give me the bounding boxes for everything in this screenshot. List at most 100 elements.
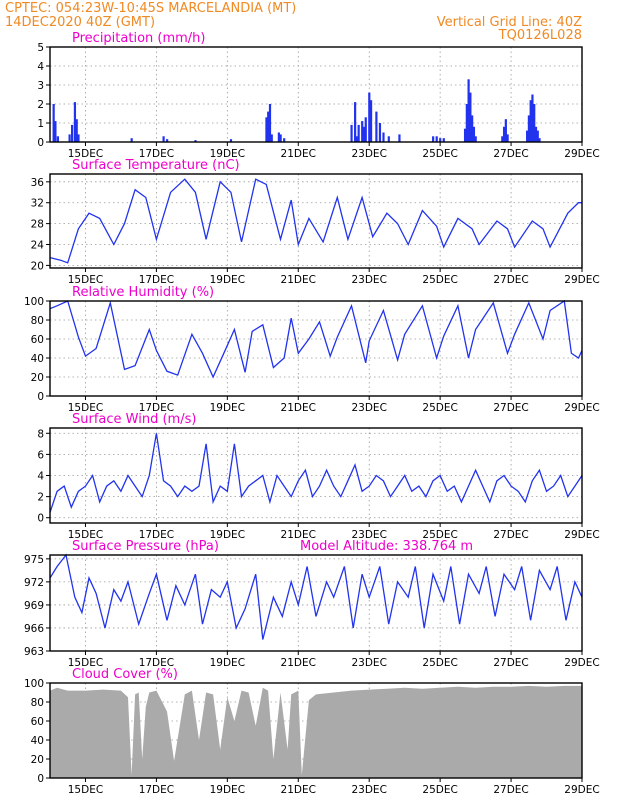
- precip-bar: [268, 104, 272, 142]
- x-tick-label: 19DEC: [210, 148, 245, 160]
- x-tick-label: 15DEC: [68, 784, 103, 796]
- x-tick-label: 29DEC: [564, 784, 599, 796]
- header-station: CPTEC: 054:23W-10:45S MARCELANDIA (MT): [5, 1, 296, 16]
- precip-bar: [130, 138, 133, 142]
- x-tick-label: 17DEC: [139, 148, 174, 160]
- x-tick-label: 29DEC: [564, 274, 599, 286]
- y-tick-label: 60: [31, 334, 44, 346]
- panel-humidity: 0 20 40 60 80 100 15DEC 17DEC 19DEC 21DEC 23DEC 25D…: [24, 285, 600, 414]
- x-tick-label: 23DEC: [351, 274, 386, 286]
- precip-bar: [398, 134, 401, 142]
- x-tick-label: 17DEC: [139, 784, 174, 796]
- precip-bar: [368, 92, 371, 142]
- precip-bar: [501, 136, 504, 142]
- panel-temperature: 20 24 28 32 36 15DEC 17DEC 19DEC 21DEC 23DEC 25DEC…: [31, 158, 600, 286]
- y-tick-label: 24: [31, 240, 45, 252]
- precip-bar: [166, 139, 169, 142]
- panels-group: 0 1 2 3 4 5 15DEC 17DEC 19DEC 21DEC 23DEC 25DEC 27DE…: [24, 31, 600, 796]
- precip-bar: [465, 104, 468, 142]
- y-tick-label: 28: [31, 219, 44, 231]
- x-tick-label: 21DEC: [281, 402, 316, 414]
- precip-bar: [355, 136, 358, 142]
- precip-bar: [77, 134, 80, 142]
- y-tick-label: 32: [31, 198, 44, 210]
- precip-bar: [387, 136, 390, 142]
- precip-bar: [531, 94, 534, 142]
- precip-bar: [463, 128, 467, 142]
- precip-bar: [361, 121, 364, 142]
- x-tick-label: 15DEC: [68, 657, 103, 669]
- x-tick-label: 25DEC: [422, 274, 457, 286]
- panel-cloud-cover: 0 20 40 60 80 100 15DEC 17DEC 19DEC 21DEC 23DEC 25D…: [24, 667, 600, 796]
- precip-bar: [474, 136, 477, 142]
- x-tick-label: 17DEC: [139, 274, 174, 286]
- panel-frame: [49, 173, 583, 269]
- y-tick-label: 5: [37, 42, 44, 54]
- precip-bar: [354, 102, 357, 142]
- precip-bar: [467, 79, 470, 142]
- precip-bar: [56, 136, 60, 142]
- pressure-line: [49, 553, 583, 640]
- x-tick-label: 19DEC: [210, 657, 245, 669]
- precip-bar: [534, 126, 538, 142]
- x-tick-label: 27DEC: [493, 274, 528, 286]
- header-model-code: TQ0126L028: [498, 28, 582, 43]
- header-grid-line: Vertical Grid Line: 40Z: [437, 15, 582, 30]
- y-tick-label: 0: [37, 773, 44, 785]
- y-tick-label: 972: [24, 577, 44, 589]
- precip-bar: [52, 104, 55, 142]
- precip-bar: [432, 136, 435, 142]
- x-tick-label: 29DEC: [564, 657, 599, 669]
- precip-bar: [369, 100, 373, 142]
- precip-bar: [283, 138, 286, 142]
- y-tick-label: 6: [37, 449, 44, 461]
- y-tick-label: 975: [24, 554, 44, 566]
- precip-bar: [267, 111, 270, 142]
- y-tick-label: 0: [37, 137, 44, 149]
- x-tick-label: 21DEC: [281, 148, 316, 160]
- y-tick-label: 100: [24, 678, 44, 690]
- x-tick-label: 27DEC: [493, 148, 528, 160]
- precip-bar: [378, 123, 382, 142]
- x-tick-label: 19DEC: [210, 529, 245, 541]
- y-tick-label: 36: [31, 177, 45, 189]
- x-tick-label: 29DEC: [564, 148, 599, 160]
- temperature-line: [49, 178, 582, 264]
- x-tick-label: 15DEC: [68, 402, 103, 414]
- precip-bar: [364, 117, 367, 142]
- x-tick-label: 19DEC: [210, 784, 245, 796]
- y-tick-label: 20: [31, 260, 44, 272]
- panel-title: Surface Temperature (nC): [72, 158, 240, 173]
- panel-precipitation: 0 1 2 3 4 5 15DEC 17DEC 19DEC 21DEC 23DEC 25DEC 27DE…: [37, 31, 599, 160]
- x-tick-label: 25DEC: [422, 148, 457, 160]
- panel-pressure: 963 966 969 972 975 15DEC 17DEC 19DEC 21DEC 23DEC…: [24, 539, 600, 669]
- y-tick-label: 4: [37, 471, 44, 483]
- panel-wind: 0 2 4 6 8 15DEC 17DEC 19DEC 21DEC 23DEC 25DEC 27DEC…: [37, 412, 599, 541]
- y-tick-label: 966: [24, 623, 44, 635]
- x-tick-label: 17DEC: [139, 402, 174, 414]
- panel-title: Surface Wind (m/s): [72, 412, 196, 427]
- precip-bar: [527, 115, 530, 142]
- panel-title: Precipitation (mm/h): [72, 31, 205, 46]
- precip-bar: [54, 121, 57, 142]
- x-tick-label: 25DEC: [422, 784, 457, 796]
- x-tick-label: 23DEC: [351, 148, 386, 160]
- precip-bar: [68, 134, 71, 142]
- x-tick-label: 29DEC: [564, 402, 599, 414]
- precip-bar: [506, 134, 509, 142]
- precip-bar: [472, 126, 476, 142]
- y-tick-label: 3: [37, 80, 44, 92]
- precip-bar: [73, 102, 77, 142]
- y-tick-label: 963: [24, 646, 44, 658]
- x-tick-label: 27DEC: [493, 784, 528, 796]
- x-tick-label: 19DEC: [210, 402, 245, 414]
- precip-bar: [502, 126, 506, 142]
- precip-bar: [350, 124, 353, 142]
- precip-bar: [533, 104, 536, 142]
- x-tick-label: 23DEC: [351, 529, 386, 541]
- y-tick-label: 4: [37, 61, 44, 73]
- panel-frame: [49, 300, 583, 397]
- panel-frame: [49, 682, 583, 779]
